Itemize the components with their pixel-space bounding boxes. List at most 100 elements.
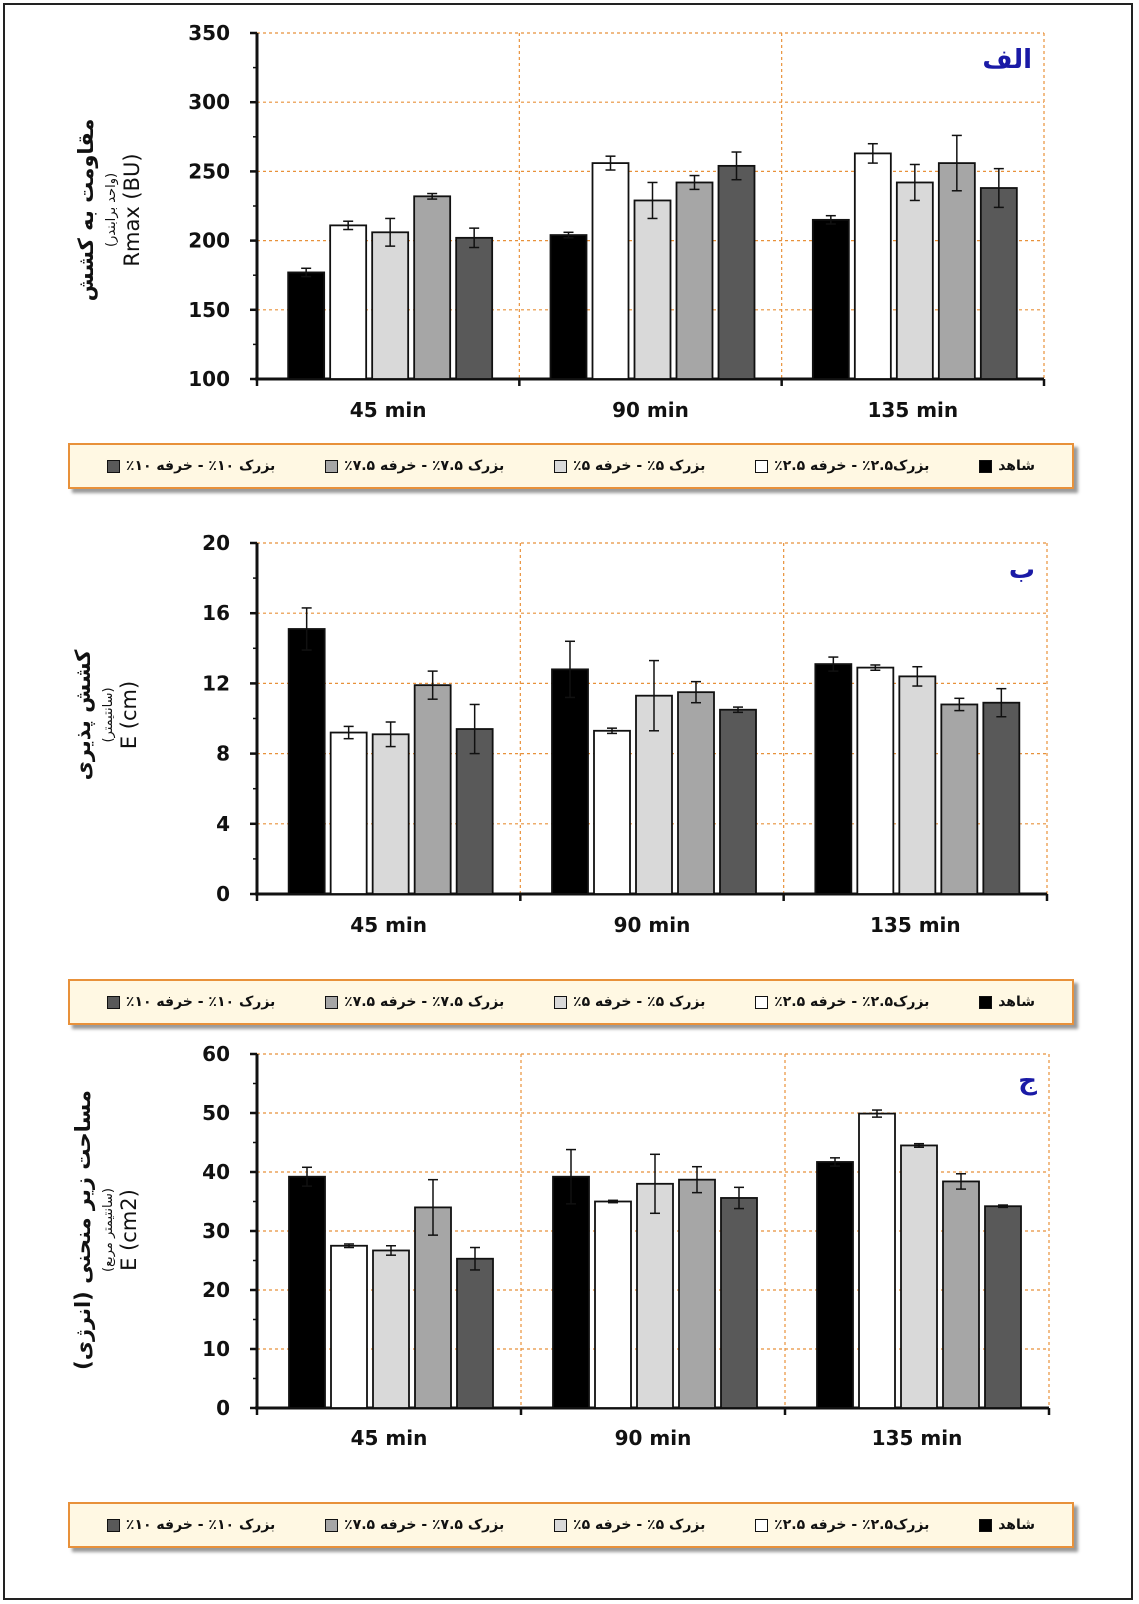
x-category-label: 135 min [868, 398, 959, 422]
bar [288, 1175, 326, 1409]
bar [942, 1180, 980, 1409]
bar [414, 1206, 452, 1409]
bar [594, 1200, 632, 1409]
y-axis-label-group: مقاومت به کشش (واحد برابندر) Rmax (BU) [74, 119, 144, 302]
y-tick-label: 40 [202, 1160, 230, 1184]
bar [895, 181, 934, 380]
y-axis-label-unit: (واحد برابندر) [104, 173, 119, 247]
legend-item: بزرک ۱۰٪ - خرفه ۱۰٪ [106, 994, 275, 1010]
legend-swatch [979, 1518, 993, 1532]
x-category-label: 45 min [350, 398, 427, 422]
y-tick-label: 250 [188, 159, 230, 183]
panel-label: الف [982, 45, 1032, 75]
legend-label: بزرک ۷.۵٪ - خرفه ۷.۵٪ [344, 458, 505, 474]
legend-item: بزرک ۵٪ - خرفه ۵٪ [554, 994, 705, 1010]
x-category-label: 45 min [350, 913, 427, 937]
legend: شاهد بزرک۲.۵٪ - خرفه ۲.۵٪ بزرک ۵٪ - خرفه ۵… [68, 979, 1074, 1025]
y-axis-label: کشش پذیری (سانتیمتر) E (cm) [71, 649, 141, 781]
y-axis-label-unit: (سانتیمتر) [101, 687, 116, 742]
legend-swatch [755, 1518, 769, 1532]
bar [633, 199, 672, 380]
bar [858, 1112, 896, 1409]
bar [287, 271, 326, 380]
panel-label: ب [1009, 555, 1035, 585]
legend-item: بزرک ۵٪ - خرفه ۵٪ [554, 458, 705, 474]
x-category-label: 90 min [612, 398, 689, 422]
bar [811, 218, 850, 380]
legend-swatch [106, 995, 120, 1009]
legend-label: شاهد [998, 458, 1036, 474]
y-tick-label: 8 [216, 742, 230, 766]
y-tick-label: 150 [188, 298, 230, 322]
legend-label: بزرک ۵٪ - خرفه ۵٪ [573, 458, 706, 474]
legend-swatch [554, 459, 568, 473]
bar [330, 1244, 368, 1409]
bar [552, 1175, 590, 1409]
legend-item: بزرک ۷.۵٪ - خرفه ۷.۵٪ [325, 994, 504, 1010]
legend-label: بزرک ۵٪ - خرفه ۵٪ [573, 1517, 706, 1533]
bar [636, 1182, 674, 1409]
y-axis-label-title: مساحت زیر منحنی (انرژی) [71, 1090, 95, 1370]
y-axis-label-symbol: E (cm2) [117, 1189, 141, 1271]
bar [551, 668, 589, 895]
bar [814, 663, 853, 895]
legend-item: بزرک ۵٪ - خرفه ۵٪ [554, 1517, 705, 1533]
y-tick-label: 350 [188, 21, 230, 45]
legend-label: شاهد [998, 1517, 1036, 1533]
bar [371, 231, 410, 380]
y-axis-label-group: کشش پذیری (سانتیمتر) E (cm) [71, 649, 141, 781]
bar [937, 162, 976, 380]
legend-swatch [325, 995, 339, 1009]
bar [372, 1249, 410, 1409]
bar [984, 1205, 1022, 1409]
bar [675, 181, 714, 380]
y-tick-label: 16 [202, 601, 230, 625]
x-category-label: 90 min [615, 1426, 692, 1450]
y-axis-label: مقاومت به کشش (واحد برابندر) Rmax (BU) [74, 119, 144, 302]
bar [816, 1161, 854, 1409]
y-axis-label-unit: (سانتیمتر مربع) [101, 1188, 116, 1272]
bar [853, 152, 892, 380]
bar [720, 1197, 758, 1409]
y-axis-label-symbol: E (cm) [117, 681, 141, 749]
x-category-label: 45 min [351, 1426, 428, 1450]
bar [413, 684, 452, 895]
y-tick-label: 60 [202, 1042, 230, 1066]
legend-item: شاهد [979, 458, 1035, 474]
panel-label: ج [1018, 1066, 1037, 1096]
chart-panel-alef: مقاومت به کشش (واحد برابندر) Rmax (BU) 100… [74, 21, 1046, 422]
y-tick-label: 12 [202, 671, 230, 695]
bar [719, 708, 757, 895]
y-tick-label: 10 [202, 1337, 230, 1361]
bar [455, 236, 494, 380]
y-axis-label-symbol: Rmax (BU) [120, 153, 144, 266]
legend-label: بزرک ۱۰٪ - خرفه ۱۰٪ [125, 1517, 276, 1533]
legend: شاهد بزرک۲.۵٪ - خرفه ۲.۵٪ بزرک ۵٪ - خرفه ۵… [68, 1502, 1074, 1548]
legend-label: بزرک ۵٪ - خرفه ۵٪ [573, 994, 706, 1010]
legend-label: بزرک۲.۵٪ - خرفه ۲.۵٪ [774, 458, 930, 474]
plot-area: 0 4 8 12 16 20 45 min 90 min 135 min ب [202, 531, 1049, 937]
legend-item: بزرک ۱۰٪ - خرفه ۱۰٪ [106, 458, 275, 474]
legend-swatch [106, 459, 120, 473]
bar [287, 628, 326, 895]
legend-swatch [325, 459, 339, 473]
bar [717, 164, 756, 380]
bar [329, 731, 368, 895]
legend-item: بزرک۲.۵٪ - خرفه ۲.۵٪ [755, 994, 929, 1010]
legend-label: بزرک۲.۵٪ - خرفه ۲.۵٪ [774, 994, 930, 1010]
bar [898, 675, 937, 895]
y-tick-label: 50 [202, 1101, 230, 1125]
bar [593, 729, 631, 895]
y-tick-label: 20 [202, 1278, 230, 1302]
y-tick-label: 300 [188, 90, 230, 114]
legend-item: بزرک۲.۵٪ - خرفه ۲.۵٪ [755, 1517, 929, 1533]
bar [677, 691, 715, 895]
legend-label: بزرک ۷.۵٪ - خرفه ۷.۵٪ [344, 1517, 505, 1533]
legend-swatch [979, 995, 993, 1009]
y-axis-label-title: مقاومت به کشش [74, 119, 98, 302]
y-tick-label: 100 [188, 367, 230, 391]
plot-area: 100 150 200 250 300 350 45 min 90 min 135 min الف [188, 21, 1046, 422]
y-tick-label: 0 [216, 1396, 230, 1420]
x-category-label: 135 min [872, 1426, 963, 1450]
x-category-label: 135 min [870, 913, 961, 937]
